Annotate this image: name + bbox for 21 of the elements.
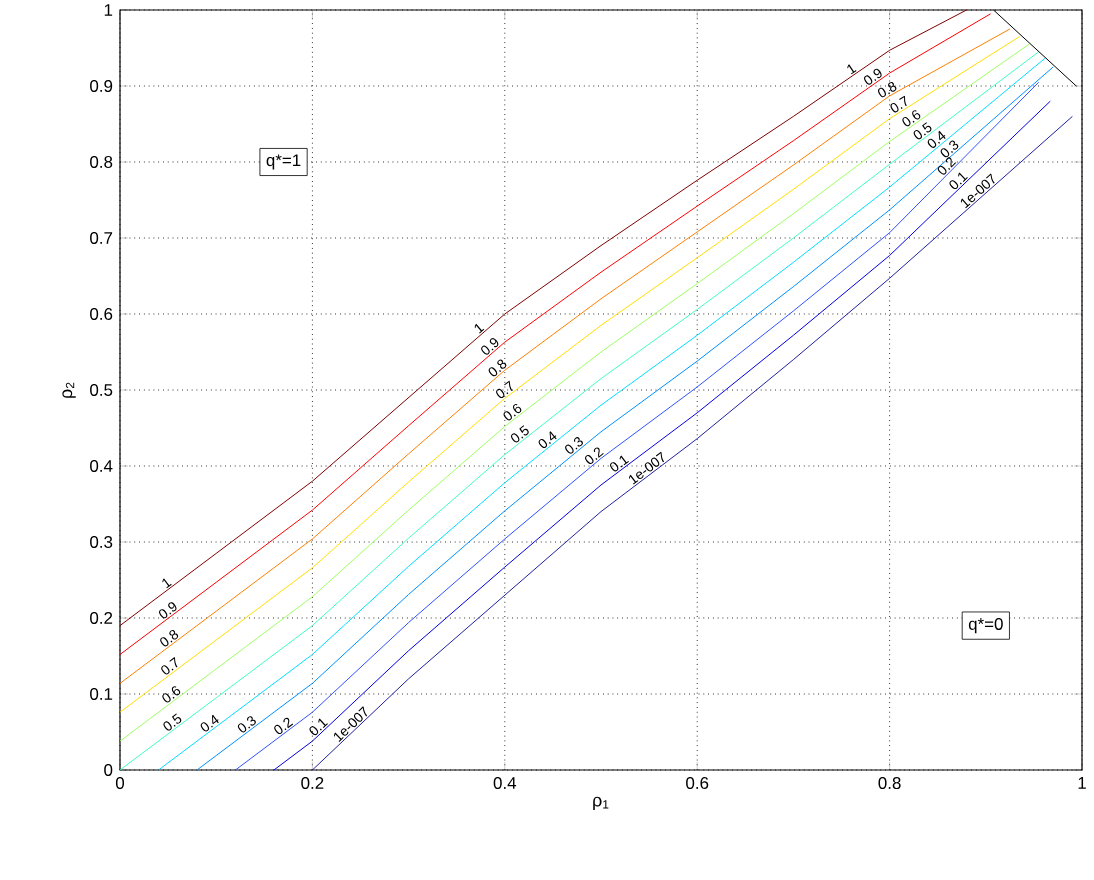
x-tick-label: 0.2: [301, 777, 324, 790]
y-tick-label: 0.7: [90, 232, 113, 244]
y-tick-label: 0.4: [90, 460, 113, 472]
y-tick-label: 0.9: [90, 80, 113, 92]
y-tick-label: 0.5: [90, 384, 113, 396]
y-tick-label: 1: [104, 4, 113, 16]
y-tick-label: 0.2: [90, 612, 113, 624]
x-tick-label: 0: [115, 777, 125, 790]
annotation: q*=1: [266, 154, 301, 170]
x-axis-title: ρ$_{1}$: [593, 796, 609, 811]
y-tick-label: 0.1: [90, 688, 113, 700]
y-tick-label: 0.6: [90, 308, 113, 320]
x-tick-label: 1: [1078, 777, 1086, 789]
x-tick-label: 0.8: [878, 777, 901, 790]
annotation: q*=0: [968, 617, 1003, 634]
y-tick-label: 0.8: [90, 156, 113, 168]
x-tick-label: 0.6: [686, 777, 709, 790]
y-tick-label: 0: [104, 764, 113, 776]
y-axis-title: ρ$_{2}$: [62, 382, 76, 398]
y-tick-label: 0.3: [90, 536, 113, 548]
x-tick-label: 0.4: [493, 777, 517, 790]
